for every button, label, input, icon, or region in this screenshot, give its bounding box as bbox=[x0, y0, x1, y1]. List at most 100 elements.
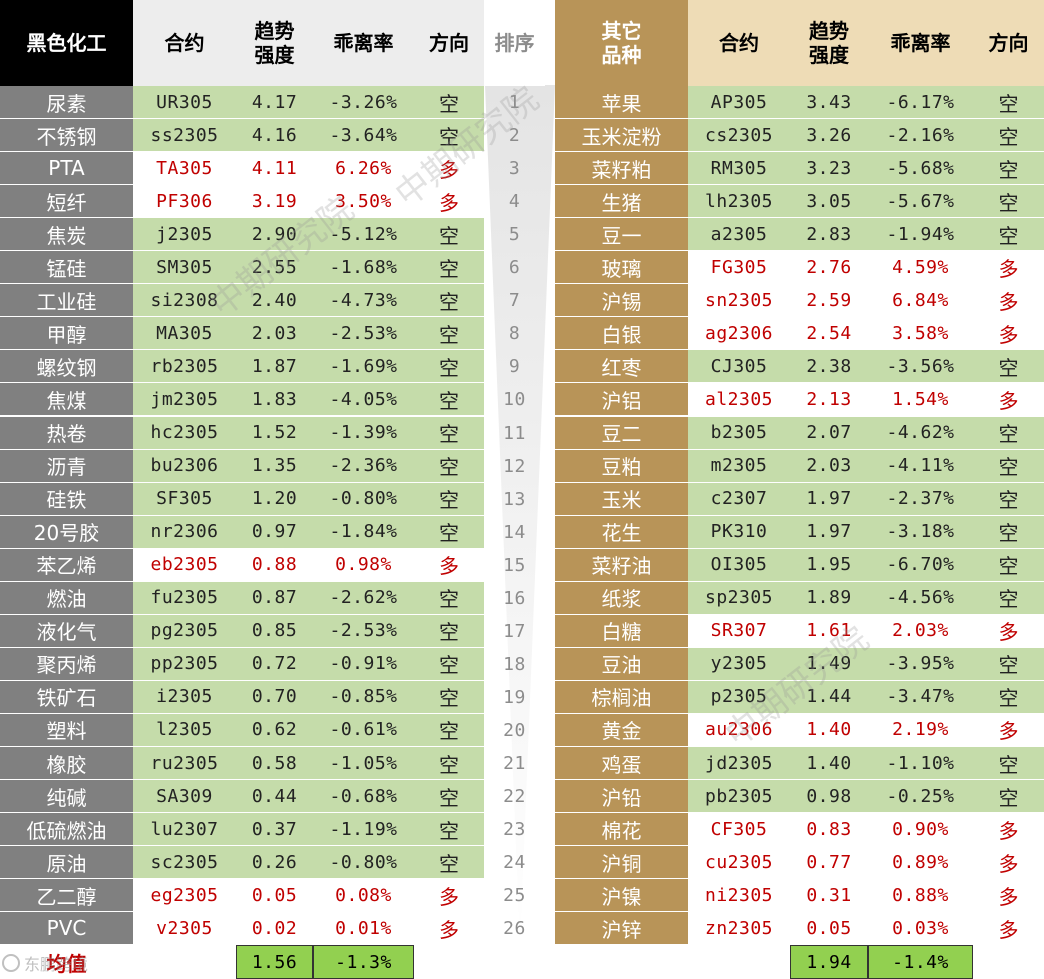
right-row-name-cell: 黄金 bbox=[555, 713, 688, 747]
left-row-deviation-cell: 0.98% bbox=[313, 548, 414, 582]
right-row-trend-cell: 0.31 bbox=[790, 879, 868, 913]
rank-number: 14 bbox=[503, 521, 526, 543]
left-row-deviation-cell: 6.26% bbox=[313, 152, 414, 186]
header-rank: 排序 bbox=[484, 0, 545, 86]
right-row-contract-cell: PK310 bbox=[688, 515, 790, 549]
left-row-direction-cell: 空 bbox=[414, 614, 484, 648]
left-row-deviation-cell: -3.64% bbox=[313, 119, 414, 153]
right-row-contract-cell: m2305 bbox=[688, 449, 790, 483]
left-row-direction-cell: 多 bbox=[414, 548, 484, 582]
left-row-name-cell: 甲醇 bbox=[0, 317, 133, 351]
header-right-category-line1: 其它 bbox=[601, 19, 642, 43]
right-row-trend-cell: 0.83 bbox=[790, 813, 868, 847]
right-row-trend-cell: 1.40 bbox=[790, 713, 868, 747]
right-row-trend-cell: 1.61 bbox=[790, 614, 868, 648]
right-row-deviation-cell: 4.59% bbox=[868, 251, 973, 285]
right-row-name-cell: 鸡蛋 bbox=[555, 747, 688, 781]
left-row-deviation-cell: -4.05% bbox=[313, 383, 414, 417]
left-row-contract-cell: i2305 bbox=[133, 680, 236, 714]
rank-number: 13 bbox=[503, 488, 526, 510]
right-row-name-cell: 生猪 bbox=[555, 185, 688, 219]
left-row-contract-cell: lu2307 bbox=[133, 813, 236, 847]
right-row-deviation-cell: -4.11% bbox=[868, 449, 973, 483]
right-row-deviation-cell: -5.67% bbox=[868, 185, 973, 219]
right-row-deviation-cell: 3.58% bbox=[868, 317, 973, 351]
right-row-name-cell: 玻璃 bbox=[555, 251, 688, 285]
right-row-direction-cell: 空 bbox=[973, 416, 1044, 450]
right-row-name-cell: 纸浆 bbox=[555, 581, 688, 615]
right-row-name-cell: 沪铜 bbox=[555, 846, 688, 880]
right-row-name-cell: 菜籽油 bbox=[555, 548, 688, 582]
left-row-contract-cell: l2305 bbox=[133, 713, 236, 747]
header-left-trend-line1: 趋势 bbox=[254, 19, 295, 43]
header-left-trend: 趋势 强度 bbox=[236, 0, 313, 86]
left-row-name-cell: 液化气 bbox=[0, 614, 133, 648]
left-row-direction-cell: 空 bbox=[414, 482, 484, 516]
right-row-direction-cell: 多 bbox=[973, 912, 1044, 946]
header-left-direction: 方向 bbox=[414, 0, 484, 86]
left-row-trend-cell: 2.03 bbox=[236, 317, 313, 351]
right-row-name-cell: 花生 bbox=[555, 515, 688, 549]
rank-number: 2 bbox=[508, 125, 521, 147]
left-row-deviation-cell: -0.61% bbox=[313, 713, 414, 747]
right-row-deviation-cell: 0.03% bbox=[868, 912, 973, 946]
rank-number: 4 bbox=[508, 191, 521, 213]
left-row-name-cell: 橡胶 bbox=[0, 747, 133, 781]
right-row-trend-cell: 3.05 bbox=[790, 185, 868, 219]
right-row-direction-cell: 多 bbox=[973, 251, 1044, 285]
left-row-name-cell: 焦煤 bbox=[0, 383, 133, 417]
right-row-trend-cell: 2.03 bbox=[790, 449, 868, 483]
left-row-deviation-cell: -1.39% bbox=[313, 416, 414, 450]
left-row-name-cell: 燃油 bbox=[0, 581, 133, 615]
left-row-trend-cell: 0.62 bbox=[236, 713, 313, 747]
right-row-deviation-cell: -1.94% bbox=[868, 218, 973, 252]
right-row-name-cell: 白银 bbox=[555, 317, 688, 351]
right-row-deviation-cell: 6.84% bbox=[868, 284, 973, 318]
left-row-trend-cell: 1.52 bbox=[236, 416, 313, 450]
right-row-contract-cell: al2305 bbox=[688, 383, 790, 417]
header-right-trend-line1: 趋势 bbox=[809, 19, 849, 43]
right-row-contract-cell: zn2305 bbox=[688, 912, 790, 946]
left-row-deviation-cell: -1.69% bbox=[313, 350, 414, 384]
left-row-deviation-cell: -2.36% bbox=[313, 449, 414, 483]
right-row-name-cell: 沪铅 bbox=[555, 780, 688, 814]
right-row-deviation-cell: -5.68% bbox=[868, 152, 973, 186]
right-row-name-cell: 沪铝 bbox=[555, 383, 688, 417]
right-row-direction-cell: 空 bbox=[973, 647, 1044, 681]
rank-number: 18 bbox=[503, 653, 526, 675]
left-row-contract-cell: SM305 bbox=[133, 251, 236, 285]
left-row-trend-cell: 4.16 bbox=[236, 119, 313, 153]
left-row-deviation-cell: -1.05% bbox=[313, 747, 414, 781]
right-row-name-cell: 沪锌 bbox=[555, 912, 688, 946]
left-row-deviation-cell: -3.26% bbox=[313, 86, 414, 120]
right-row-contract-cell: AP305 bbox=[688, 86, 790, 120]
rank-number: 25 bbox=[503, 885, 526, 907]
right-row-trend-cell: 0.77 bbox=[790, 846, 868, 880]
left-row-direction-cell: 空 bbox=[414, 86, 484, 120]
right-row-direction-cell: 空 bbox=[973, 680, 1044, 714]
left-row-contract-cell: pg2305 bbox=[133, 614, 236, 648]
left-row-contract-cell: rb2305 bbox=[133, 350, 236, 384]
rank-number: 17 bbox=[503, 620, 526, 642]
rank-number: 22 bbox=[503, 786, 526, 808]
left-row-deviation-cell: -4.73% bbox=[313, 284, 414, 318]
left-row-name-cell: 纯碱 bbox=[0, 780, 133, 814]
left-row-contract-cell: fu2305 bbox=[133, 581, 236, 615]
footer-logo-icon bbox=[2, 954, 20, 972]
right-row-name-cell: 豆一 bbox=[555, 218, 688, 252]
left-row-name-cell: 不锈钢 bbox=[0, 119, 133, 153]
right-row-contract-cell: y2305 bbox=[688, 647, 790, 681]
right-row-deviation-cell: -4.62% bbox=[868, 416, 973, 450]
right-row-deviation-cell: -2.16% bbox=[868, 119, 973, 153]
right-row-deviation-cell: -3.47% bbox=[868, 680, 973, 714]
left-row-name-cell: 原油 bbox=[0, 846, 133, 880]
rank-number: 19 bbox=[503, 686, 526, 708]
right-row-trend-cell: 2.07 bbox=[790, 416, 868, 450]
right-row-contract-cell: cu2305 bbox=[688, 846, 790, 880]
left-row-trend-cell: 0.72 bbox=[236, 647, 313, 681]
right-row-contract-cell: cs2305 bbox=[688, 119, 790, 153]
right-row-contract-cell: c2307 bbox=[688, 482, 790, 516]
right-row-contract-cell: a2305 bbox=[688, 218, 790, 252]
right-row-trend-cell: 2.38 bbox=[790, 350, 868, 384]
